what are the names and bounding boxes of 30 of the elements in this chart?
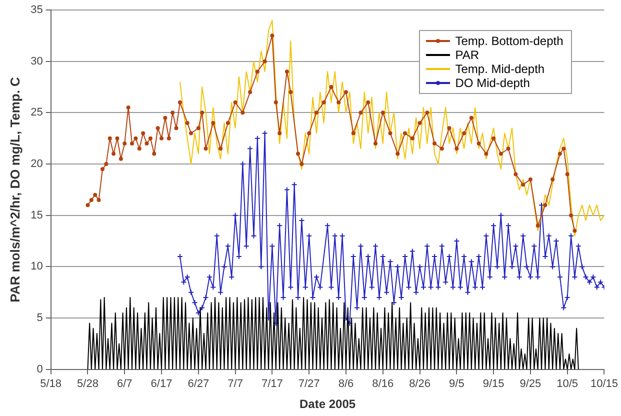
legend-label: Temp. Mid-depth bbox=[455, 62, 545, 76]
x-tick-label: 8/6 bbox=[338, 378, 354, 390]
x-tick-label: 6/27 bbox=[188, 378, 210, 390]
y-axis-title: PAR mols/m^2/hr, DO mg/L, Temp. C bbox=[7, 76, 22, 302]
x-tick-label: 7/17 bbox=[261, 378, 283, 390]
y-tick-label: 10 bbox=[30, 260, 43, 273]
x-tick-label: 10/15 bbox=[590, 378, 618, 390]
x-tick-label: 5/28 bbox=[77, 378, 98, 390]
y-tick-label: 15 bbox=[30, 209, 43, 222]
legend-label: DO Mid-depth bbox=[455, 76, 530, 90]
x-tick-label: 7/7 bbox=[228, 378, 243, 390]
x-tick-label: 7/27 bbox=[298, 378, 320, 390]
y-tick-label: 0 bbox=[36, 363, 43, 376]
legend-label: PAR bbox=[455, 48, 480, 62]
x-tick-label: 6/7 bbox=[116, 378, 132, 390]
x-tick-label: 6/17 bbox=[150, 378, 172, 390]
x-tick-label: 9/5 bbox=[449, 378, 464, 390]
x-tick-label: 8/16 bbox=[372, 378, 394, 390]
y-tick-label: 5 bbox=[36, 312, 43, 324]
y-tick-label: 25 bbox=[30, 106, 43, 119]
x-tick-label: 8/26 bbox=[409, 378, 430, 390]
y-tick-label: 20 bbox=[30, 158, 43, 170]
y-tick-label: 30 bbox=[30, 55, 43, 68]
x-tick-label: 10/5 bbox=[556, 378, 578, 390]
y-tick-label: 35 bbox=[30, 4, 43, 16]
x-axis-title: Date 2005 bbox=[300, 397, 356, 412]
x-tick-label: 9/25 bbox=[520, 378, 542, 390]
legend-label: Temp. Bottom-depth bbox=[455, 34, 564, 48]
x-tick-label: 5/18 bbox=[40, 378, 62, 390]
x-tick-label: 9/15 bbox=[482, 378, 504, 390]
